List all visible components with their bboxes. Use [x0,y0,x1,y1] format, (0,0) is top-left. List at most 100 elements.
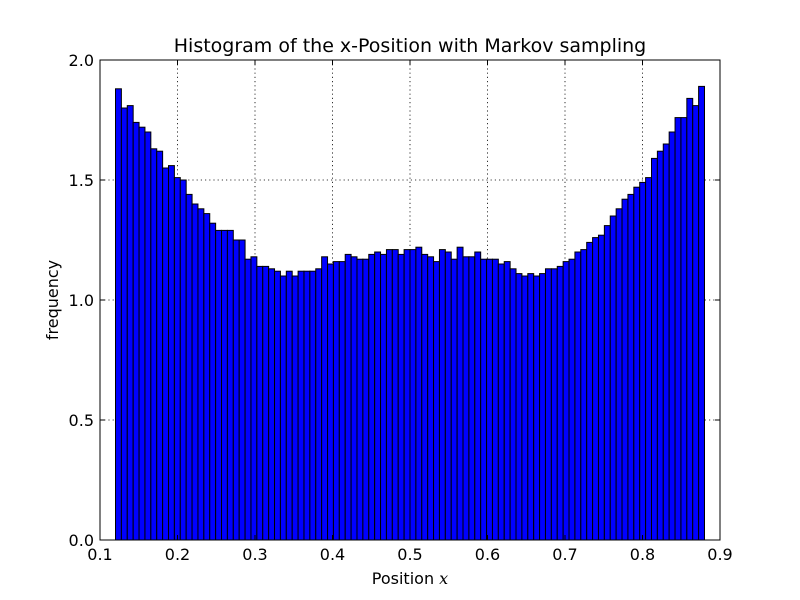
histogram-bar [621,198,629,541]
histogram-bar [474,251,482,541]
x-tick-label: 0.1 [87,545,112,564]
histogram-bar [403,249,411,541]
x-axis-label-math: x [439,569,448,588]
histogram-bar [385,249,393,541]
histogram-bar [615,208,623,541]
x-axis-label: Position x [372,569,448,588]
histogram-bar [680,117,688,541]
histogram-bar [686,97,694,541]
histogram-bar [639,181,647,541]
histogram-bar [650,157,658,541]
histogram-bar [633,186,641,541]
histogram-bar [144,131,152,541]
histogram-bar [668,131,676,541]
histogram-bar [327,263,334,541]
histogram-bar [397,253,405,541]
histogram-bar [527,273,535,541]
x-tick-label: 0.5 [397,545,422,564]
x-tick-labels: 0.1 0.2 0.3 0.4 0.5 0.6 0.7 0.8 0.9 [87,545,732,564]
histogram-bar [544,268,552,541]
x-tick-label: 0.6 [475,545,500,564]
histogram-bar [150,148,158,541]
histogram-bar [350,256,358,541]
histogram-bar [173,177,181,541]
y-tick-label: 1.5 [69,171,94,190]
histogram-bar [191,203,199,541]
histogram-bar [568,258,576,541]
histogram-bar [586,241,594,541]
histogram-bar [462,256,470,541]
histogram-bar [238,239,246,541]
histogram-bar [185,193,193,541]
histogram-bar [215,229,223,541]
histogram-bar [550,268,558,541]
histogram-bar [556,265,564,541]
histogram-bar [120,107,128,541]
histogram-bar [321,256,329,541]
histogram-bar [203,213,211,541]
histogram-bar [274,270,281,541]
histogram-bar [226,229,234,541]
histogram-bar [438,249,446,541]
histogram-bar [491,258,499,541]
histogram-bar [362,258,370,541]
histogram-bars [115,85,705,541]
histogram-bar [456,246,464,541]
histogram-bar [433,261,440,541]
histogram-bar [480,258,488,541]
histogram-bar [332,261,340,541]
histogram-bar [126,105,134,541]
x-axis-label-text: Position [372,569,434,588]
histogram-bar [515,273,523,541]
y-tick-label: 2.0 [69,51,94,70]
x-tick-label: 0.9 [707,545,732,564]
histogram-bar [256,265,264,541]
histogram-bar [115,88,122,541]
histogram-bar [562,261,570,541]
histogram-bar [209,222,217,541]
histogram-bar [391,249,399,541]
histogram-bar [645,177,652,541]
histogram-bar [574,251,582,541]
histogram-bar [468,256,476,541]
histogram-bar [262,265,270,541]
axis-ticks [99,59,721,541]
y-tick-label: 0.5 [69,411,94,430]
histogram-bar [521,275,529,541]
histogram-bar [132,121,140,541]
histogram-bar [291,275,299,541]
chart-title: Histogram of the x-Position with Markov … [174,35,647,57]
x-tick-label: 0.7 [552,545,577,564]
histogram-bar [427,256,435,541]
histogram-bar [409,249,417,541]
histogram-bar [580,249,588,541]
histogram-bar [662,143,670,541]
histogram-bar [303,270,311,541]
y-axis-label: frequency [43,260,62,340]
y-tick-labels: 0.0 0.5 1.0 1.5 2.0 [69,51,94,550]
histogram-bar [698,85,705,541]
histogram-bar [450,258,458,541]
histogram-bar [656,150,664,541]
histogram-bar [168,165,175,541]
x-tick-label: 0.8 [630,545,655,564]
histogram-bar [380,253,387,541]
histogram-bar [338,261,346,541]
histogram-bar [592,237,599,541]
histogram-bar [597,234,605,541]
histogram-bar [609,215,617,541]
x-tick-label: 0.3 [242,545,267,564]
histogram-bar [197,208,205,541]
histogram-bar [279,275,287,541]
histogram-bar [250,256,258,541]
histogram-bar [486,258,493,541]
histogram-bar [503,261,511,541]
histogram-bar [603,225,611,541]
histogram-bar [297,270,305,541]
histogram-bar [497,263,505,541]
histogram-bar [344,253,352,541]
histogram-bar [179,179,187,541]
y-tick-label: 0.0 [69,531,94,550]
x-tick-label: 0.4 [320,545,345,564]
